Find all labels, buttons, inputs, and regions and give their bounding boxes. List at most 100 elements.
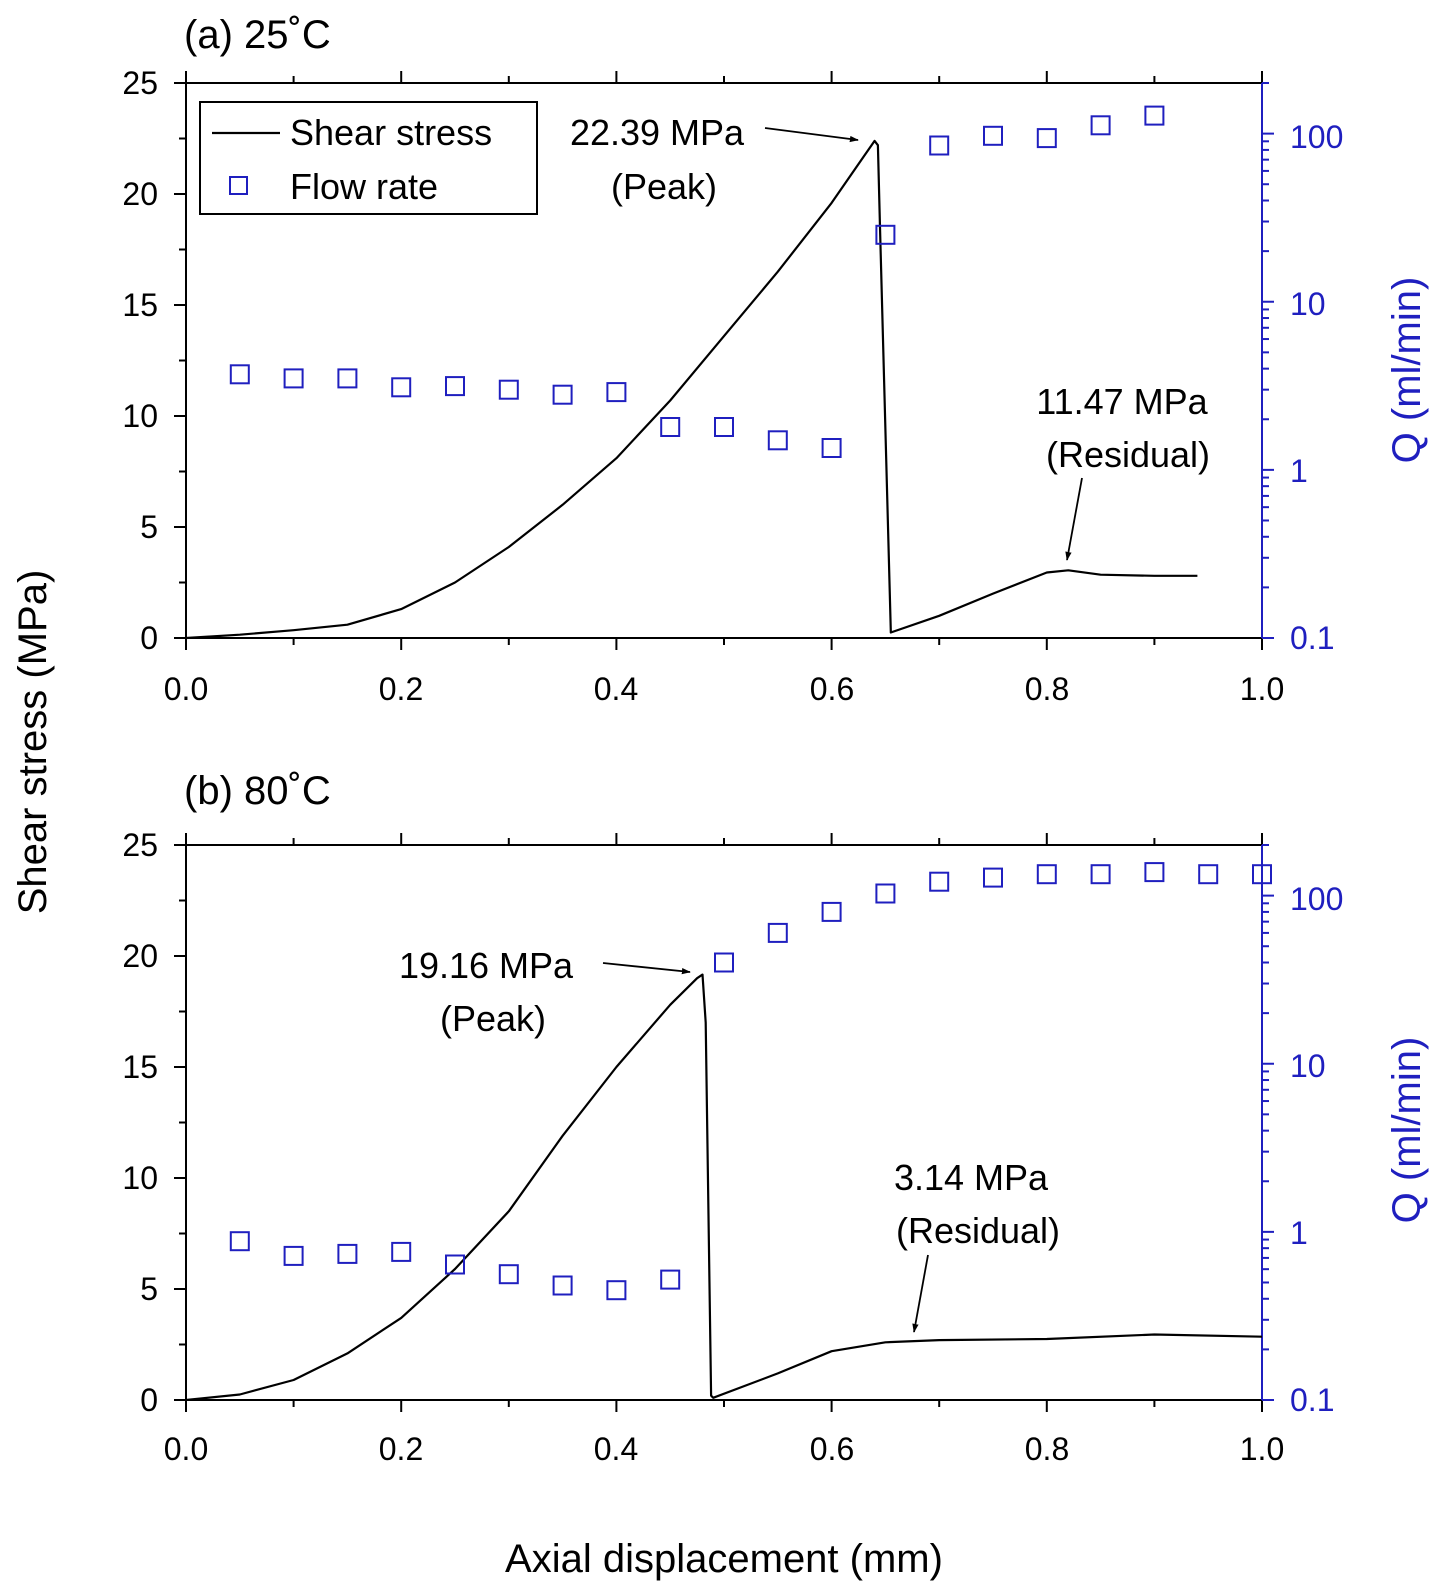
peak-note-label: (Peak) xyxy=(611,166,717,207)
flow-rate-marker xyxy=(229,364,250,385)
panel-a: (a) 25˚C 0.0 0.2 0.4 0.6 0.8 1.0 0 5 10 … xyxy=(122,13,1343,707)
flow-rate-marker xyxy=(391,1241,412,1262)
flow-rate-marker xyxy=(821,901,842,922)
y2-axis-label: Q (ml/min) xyxy=(1385,277,1429,464)
x-tick-label: 0.2 xyxy=(379,1431,423,1467)
shear-stress-line xyxy=(185,973,1263,1402)
flow-rate-marker xyxy=(660,1269,681,1290)
flow-rate-marker xyxy=(1090,864,1111,885)
flow-rate-marker xyxy=(552,1275,573,1296)
flow-rate-marker xyxy=(552,384,573,405)
flow-rate-marker xyxy=(875,883,896,904)
y2-tick-label: 100 xyxy=(1290,119,1343,155)
y-tick-label: 10 xyxy=(122,398,158,434)
y-tick-label: 15 xyxy=(122,1049,158,1085)
flow-rate-marker xyxy=(714,417,734,437)
x-tick-labels: 0.0 0.2 0.4 0.6 0.8 1.0 xyxy=(164,1431,1284,1467)
y2-tick-label: 0.1 xyxy=(1290,1382,1334,1418)
annotations: 22.39 MPa (Peak) 11.47 MPa (Residual) xyxy=(570,112,1210,561)
flow-rate-marker xyxy=(767,430,788,451)
x-tick-label: 0.8 xyxy=(1025,1431,1069,1467)
flow-rate-marker xyxy=(445,376,465,397)
flow-rate-marker xyxy=(498,379,519,400)
flow-rate-marker xyxy=(1036,864,1057,885)
flow-rate-marker xyxy=(1090,115,1111,136)
y-tick-label: 0 xyxy=(140,1382,158,1418)
x-tick-label: 0.2 xyxy=(379,671,423,707)
flow-rate-marker xyxy=(1198,864,1219,885)
y2-tick-label: 10 xyxy=(1290,1048,1326,1084)
residual-value-label: 11.47 MPa xyxy=(1036,381,1208,422)
flow-rate-marker xyxy=(1252,864,1272,885)
y2-tick-label: 1 xyxy=(1290,1215,1308,1251)
x-axis-label: Axial displacement (mm) xyxy=(505,1537,943,1581)
x-tick-label: 1.0 xyxy=(1240,671,1284,707)
residual-value-label: 3.14 MPa xyxy=(894,1157,1049,1198)
flow-rate-marker xyxy=(1144,862,1165,883)
x-tick-label: 1.0 xyxy=(1240,1431,1284,1467)
legend-marker-swatch xyxy=(229,176,248,195)
peak-note-label: (Peak) xyxy=(440,998,546,1039)
y-tick-labels: 0 5 10 15 20 25 xyxy=(122,827,158,1418)
flow-rate-marker xyxy=(983,867,1003,888)
flow-rate-marker xyxy=(875,224,896,245)
ticks xyxy=(174,833,1274,1412)
flow-rate-marker xyxy=(337,1243,358,1264)
peak-arrow xyxy=(764,127,859,143)
x-tick-labels: 0.0 0.2 0.4 0.6 0.8 1.0 xyxy=(164,671,1284,707)
y2-tick-label: 0.1 xyxy=(1290,620,1334,656)
flow-rate-marker xyxy=(283,1245,304,1266)
flow-rate-marker xyxy=(767,922,788,943)
flow-rate-marker xyxy=(1144,105,1165,126)
x-tick-label: 0.6 xyxy=(810,1431,854,1467)
x-tick-label: 0.0 xyxy=(164,671,208,707)
residual-arrow xyxy=(1065,477,1083,561)
flow-rate-marker xyxy=(337,368,358,389)
ticks xyxy=(174,71,1274,650)
y2-tick-label: 100 xyxy=(1290,881,1343,917)
y-axis-label: Shear stress (MPa) xyxy=(11,570,55,915)
flow-rate-marker xyxy=(498,1264,519,1285)
y2-tick-label: 1 xyxy=(1290,453,1308,489)
x-tick-label: 0.8 xyxy=(1025,671,1069,707)
legend-label-flow-rate: Flow rate xyxy=(290,166,438,207)
shear-stress-line xyxy=(185,139,1198,640)
y-tick-label: 5 xyxy=(140,1271,158,1307)
y2-tick-label: 10 xyxy=(1290,286,1326,322)
panel-title: (b) 80˚C xyxy=(184,769,331,813)
flow-rate-marker xyxy=(606,1280,627,1301)
residual-note-label: (Residual) xyxy=(896,1210,1060,1251)
flow-rate-marker xyxy=(283,368,304,389)
flow-rate-marker xyxy=(821,438,842,458)
y2-tick-labels: 0.1 1 10 100 xyxy=(1290,881,1343,1418)
y-tick-labels: 0 5 10 15 20 25 xyxy=(122,65,158,656)
flow-rate-marker xyxy=(391,377,412,398)
panel-b: (b) 80˚C 0.0 0.2 0.4 0.6 0.8 1.0 0 5 10 … xyxy=(122,769,1343,1467)
flow-rate-marker xyxy=(929,135,950,156)
x-tick-label: 0.6 xyxy=(810,671,854,707)
legend-box xyxy=(199,101,538,215)
peak-arrow xyxy=(602,962,691,975)
y-tick-label: 0 xyxy=(140,620,158,656)
flow-rate-marker xyxy=(660,417,681,437)
x-tick-label: 0.4 xyxy=(594,671,638,707)
plot-frame xyxy=(185,844,1263,1401)
y-tick-label: 15 xyxy=(122,287,158,323)
y-tick-label: 10 xyxy=(122,1160,158,1196)
y-tick-label: 25 xyxy=(122,827,158,863)
y-tick-label: 20 xyxy=(122,938,158,974)
residual-arrow xyxy=(912,1254,929,1333)
series-layer xyxy=(185,862,1272,1402)
peak-value-label: 22.39 MPa xyxy=(570,112,745,153)
flow-rate-marker xyxy=(606,382,627,403)
y2-tick-labels: 0.1 1 10 100 xyxy=(1290,119,1343,656)
flow-rate-marker xyxy=(1036,128,1057,149)
flow-rate-marker xyxy=(229,1231,250,1252)
y-tick-label: 20 xyxy=(122,176,158,212)
panel-title: (a) 25˚C xyxy=(184,13,331,57)
legend-label-shear-stress: Shear stress xyxy=(290,112,492,153)
y-tick-label: 25 xyxy=(122,65,158,101)
x-tick-label: 0.4 xyxy=(594,1431,638,1467)
legend: Shear stress Flow rate xyxy=(199,101,538,215)
